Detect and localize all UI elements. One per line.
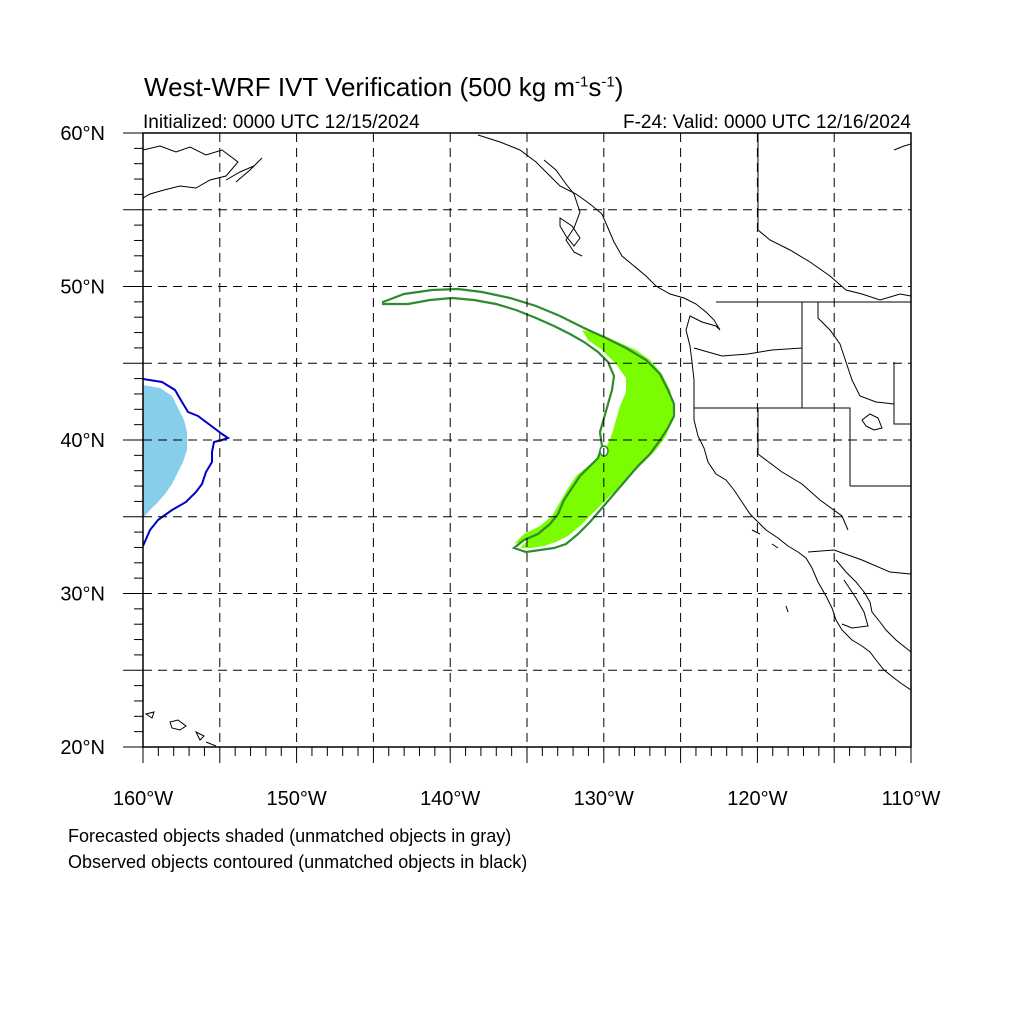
- lon-label: 110°W: [882, 788, 941, 810]
- political-boundaries: [693, 133, 911, 629]
- lat-label: 20°N: [60, 737, 105, 759]
- observed-object-west: [143, 378, 231, 547]
- grid-lines: [143, 133, 911, 747]
- lon-label: 120°W: [727, 788, 787, 810]
- lon-label: 130°W: [574, 788, 634, 810]
- legend-observed-note: Observed objects contoured (unmatched ob…: [68, 852, 528, 872]
- observed-object-ar: [381, 287, 676, 554]
- page-title: West-WRF IVT Verification (500 kg m-1s-1…: [144, 72, 624, 102]
- lon-label: 140°W: [420, 788, 480, 810]
- initialized-time: Initialized: 0000 UTC 12/15/2024: [143, 112, 420, 133]
- lat-label: 30°N: [60, 584, 105, 606]
- map-content: [143, 133, 911, 747]
- valid-time: F-24: Valid: 0000 UTC 12/16/2024: [623, 112, 911, 133]
- lat-labels: 60°N 50°N 40°N 30°N 20°N: [60, 123, 105, 759]
- coastlines: [143, 134, 911, 747]
- legend-forecast-note: Forecasted objects shaded (unmatched obj…: [68, 826, 512, 846]
- lat-label: 50°N: [60, 277, 105, 299]
- axis-ticks: [123, 132, 912, 763]
- lon-label: 150°W: [266, 788, 326, 810]
- lat-label: 40°N: [60, 430, 105, 452]
- lat-label: 60°N: [60, 123, 105, 145]
- lon-labels: 160°W 150°W 140°W 130°W 120°W 110°W: [113, 788, 941, 810]
- lon-label: 160°W: [113, 788, 173, 810]
- forecast-object-ar: [514, 330, 674, 548]
- forecast-object-west: [143, 385, 187, 518]
